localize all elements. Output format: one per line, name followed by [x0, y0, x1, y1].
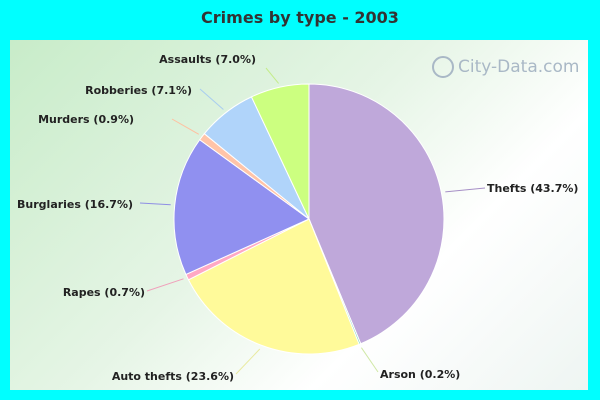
leader-line [146, 278, 184, 292]
pie-slice [173, 139, 310, 276]
slice-label: Robberies (7.1%) [85, 84, 192, 97]
slice-label: Murders (0.9%) [38, 113, 134, 126]
leader-line [235, 348, 261, 375]
watermark: City-Data.com [432, 56, 579, 78]
slice-label: Assaults (7.0%) [159, 53, 256, 66]
pie-slice [308, 83, 445, 345]
pie-slice [250, 83, 310, 220]
slice-label: Arson (0.2%) [380, 368, 460, 381]
leader-line [445, 187, 486, 193]
city-data-logo-icon [432, 56, 454, 78]
watermark-text: City-Data.com [458, 57, 580, 77]
leader-line [265, 67, 279, 84]
chart-title: Crimes by type - 2003 [201, 8, 399, 27]
leader-line [171, 118, 200, 135]
slice-label: Auto thefts (23.6%) [112, 370, 234, 383]
leader-line [199, 88, 224, 110]
slice-label: Thefts (43.7%) [487, 182, 578, 195]
leader-line [360, 347, 379, 373]
slice-label: Rapes (0.7%) [63, 286, 145, 299]
pie-slice [187, 218, 360, 355]
leader-line [139, 202, 171, 206]
slice-label: Burglaries (16.7%) [17, 198, 133, 211]
